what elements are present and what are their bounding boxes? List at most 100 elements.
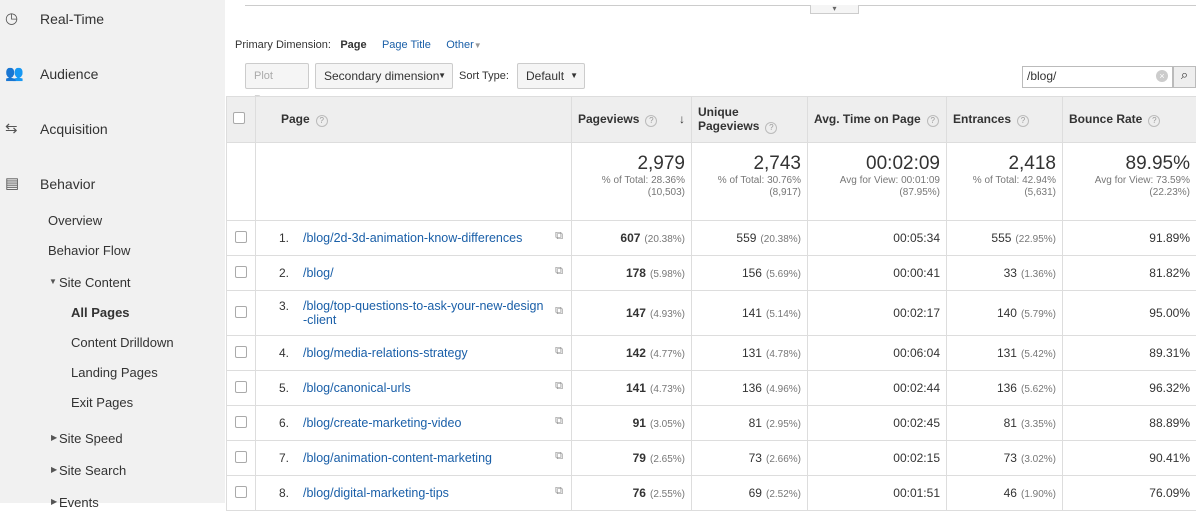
value: 90.41%	[1149, 451, 1190, 465]
checkbox[interactable]	[235, 346, 247, 358]
search-box[interactable]: /blog/×	[1022, 66, 1173, 88]
nav-item[interactable]: Content Drilldown	[71, 335, 174, 350]
header-cell[interactable]: Entrances?	[947, 97, 1063, 143]
sort-type-dropdown[interactable]: Default▼	[517, 63, 585, 89]
value: 46	[1004, 486, 1017, 500]
nav-item[interactable]: All Pages	[71, 305, 130, 320]
value: 76.09%	[1149, 486, 1190, 500]
popout-icon[interactable]: ⧉	[555, 305, 563, 318]
nav-label: All Pages	[71, 305, 130, 320]
nav-item[interactable]: Behavior Flow	[48, 243, 130, 258]
option[interactable]: Other	[446, 39, 474, 51]
value: 178	[626, 266, 646, 280]
checkbox[interactable]	[235, 416, 247, 428]
help-icon: ?	[1148, 115, 1160, 127]
percent: (5.98%)	[650, 269, 685, 280]
totals-cell: 2,743% of Total: 30.76%(8,917)	[692, 143, 808, 221]
cell: 00:06:04	[808, 336, 947, 371]
nav-item[interactable]: Landing Pages	[71, 365, 158, 380]
value: 81	[749, 416, 762, 430]
collapse-tab[interactable]: ▾	[810, 5, 859, 14]
checkbox[interactable]	[235, 486, 247, 498]
option[interactable]: Page Title	[382, 39, 431, 51]
header-cell[interactable]: Bounce Rate?	[1063, 97, 1196, 143]
cell: 81(2.95%)	[692, 406, 808, 441]
popout-icon[interactable]: ⧉	[555, 230, 563, 243]
page-link[interactable]: /blog/	[303, 266, 334, 280]
total-note: % of Total: 28.36%	[578, 175, 685, 187]
popout-icon[interactable]: ⧉	[555, 415, 563, 428]
nav-item[interactable]: Site Content	[59, 275, 131, 290]
nav-item[interactable]: Exit Pages	[71, 395, 133, 410]
totals-cell: 89.95%Avg for View: 73.59%(22.23%)	[1063, 143, 1196, 221]
nav-item[interactable]: Behavior	[40, 176, 95, 192]
page-link[interactable]: /blog/animation-content-marketing	[303, 451, 492, 465]
header-cell[interactable]: Pageviews?↓	[572, 97, 692, 143]
option[interactable]: Page	[340, 39, 366, 51]
percent: (2.52%)	[766, 489, 801, 500]
nav-label: Exit Pages	[71, 395, 133, 410]
page-link[interactable]: /blog/top-questions-to-ask-your-new-desi…	[303, 299, 545, 327]
nav-item[interactable]: Audience	[40, 66, 98, 82]
search-button[interactable]: ⌕	[1173, 66, 1196, 88]
checkbox[interactable]	[235, 306, 247, 318]
page-link[interactable]: /blog/canonical-urls	[303, 381, 411, 395]
nav-label: Site Speed	[59, 431, 123, 446]
nav-item[interactable]: Real-Time	[40, 11, 104, 27]
value: 79	[633, 451, 646, 465]
checkbox[interactable]	[235, 451, 247, 463]
value: 156	[742, 266, 762, 280]
page-link[interactable]: /blog/2d-3d-animation-know-differences	[303, 231, 522, 245]
checkbox[interactable]	[235, 381, 247, 393]
header-cell[interactable]: Page?	[256, 97, 572, 143]
totals-row: 2,979% of Total: 28.36%(10,503)2,743% of…	[227, 143, 1196, 221]
percent: (3.35%)	[1021, 419, 1056, 430]
popout-icon[interactable]: ⧉	[555, 265, 563, 278]
nav-item[interactable]: Acquisition	[40, 121, 108, 137]
popout-icon[interactable]: ⧉	[555, 380, 563, 393]
value: 88.89%	[1149, 416, 1190, 430]
nav-item[interactable]: Site Search	[59, 463, 126, 478]
page-link[interactable]: /blog/media-relations-strategy	[303, 346, 468, 360]
nav-icon: ▤	[5, 174, 19, 192]
value: 73	[1004, 451, 1017, 465]
help-icon: ?	[645, 115, 657, 127]
nav-item[interactable]: Site Speed	[59, 431, 123, 446]
percent: (5.14%)	[766, 309, 801, 320]
checkbox[interactable]	[235, 231, 247, 243]
total-base: (22.23%)	[1069, 187, 1190, 199]
total-value: 00:02:09	[814, 153, 940, 175]
header-label: Unique Pageviews	[698, 105, 759, 133]
secondary-dimension-dropdown[interactable]: Secondary dimension▼	[315, 63, 453, 89]
help-icon: ?	[765, 122, 777, 134]
total-note: Avg for View: 00:01:09	[814, 175, 940, 187]
popout-icon[interactable]: ⧉	[555, 345, 563, 358]
cell: 1./blog/2d-3d-animation-know-differences…	[256, 221, 572, 256]
cell: 142(4.77%)	[572, 336, 692, 371]
nav-label: Behavior	[40, 176, 95, 192]
popout-icon[interactable]: ⧉	[555, 450, 563, 463]
caret: ▼	[474, 41, 482, 50]
page-link[interactable]: /blog/digital-marketing-tips	[303, 486, 449, 500]
cell: 131(4.78%)	[692, 336, 808, 371]
total-base: (87.95%)	[814, 187, 940, 199]
popout-icon[interactable]: ⧉	[555, 485, 563, 498]
page-link[interactable]: /blog/create-marketing-video	[303, 416, 461, 430]
page-cell: 3./blog/top-questions-to-ask-your-new-de…	[262, 299, 545, 327]
nav-item[interactable]: Overview	[48, 213, 102, 228]
percent: (5.69%)	[766, 269, 801, 280]
cell: 3./blog/top-questions-to-ask-your-new-de…	[256, 291, 572, 336]
cell	[227, 291, 256, 336]
value: 00:01:51	[893, 486, 940, 500]
plot-rows-button[interactable]: Plot Rows	[245, 63, 309, 89]
checkbox[interactable]	[233, 112, 245, 124]
header-cell[interactable]: Unique Pageviews?	[692, 97, 808, 143]
page-cell: 7./blog/animation-content-marketing	[262, 451, 545, 465]
sort-arrow: ↓	[679, 112, 685, 126]
data-row: 8./blog/digital-marketing-tips⧉76(2.55%)…	[227, 476, 1196, 511]
cell: 00:05:34	[808, 221, 947, 256]
header-cell[interactable]: Avg. Time on Page?	[808, 97, 947, 143]
checkbox[interactable]	[235, 266, 247, 278]
clear-icon[interactable]: ×	[1156, 70, 1168, 82]
